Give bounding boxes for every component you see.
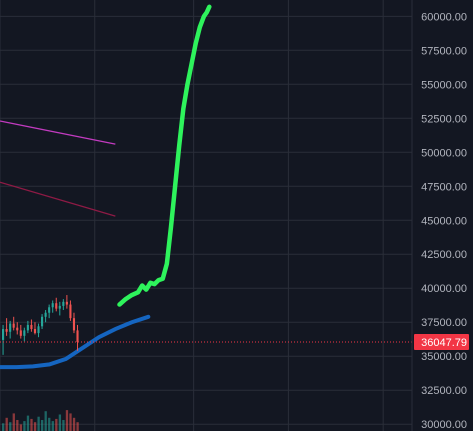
trend-lower-line [0,181,116,217]
candle-body [41,316,44,327]
volume-bar [55,418,58,431]
trend-upper-line [0,120,116,145]
candle-body [19,330,22,336]
y-tick-label: 55000.00 [421,79,467,91]
candle-body [48,307,51,313]
candle-body [16,327,19,331]
y-tick-label: 42500.00 [421,249,467,261]
volume-bar [48,417,51,431]
candle-body [76,330,79,342]
volume-bar [2,423,5,431]
y-tick-label: 32500.00 [421,385,467,397]
volume-bar [37,416,40,431]
candle-body [69,304,72,319]
y-tick-label: 57500.00 [421,45,467,57]
volume-bar [62,420,65,431]
volume-bar [65,410,69,431]
volume-bar [19,424,23,431]
volume-bar [33,422,37,431]
candle-body [55,303,58,309]
trendlines [0,120,116,217]
candle-body [9,323,12,332]
candle-body [30,324,33,330]
candle-body [37,326,40,334]
volume-bar [51,421,54,431]
volume-bar [5,417,8,431]
y-tick-label: 52500.00 [421,113,467,125]
current-price-label: 36047.79 [421,337,467,349]
volume-bar [16,420,19,431]
volume-bar [23,421,26,431]
candle-body [72,318,76,331]
volume-bar [9,422,12,431]
candle-body [62,301,65,306]
candle-body [12,323,15,328]
candle-body [58,305,61,309]
y-tick-label: 30000.00 [421,419,467,431]
volume-bar [30,418,33,431]
candle-body [2,329,5,340]
projection-line-path [117,4,212,307]
candle-body [51,303,54,308]
y-tick-label: 45000.00 [421,215,467,227]
candlesticks [2,295,79,355]
projection-line [117,4,212,307]
volume-bars [2,410,79,431]
volume-bar [76,422,79,431]
volume-bar [58,414,62,431]
y-tick-label: 35000.00 [421,351,467,363]
moving-average-line [0,314,151,370]
volume-bar [26,415,30,431]
y-tick-label: 37500.00 [421,317,467,329]
candle-body [33,329,37,334]
candle-body [26,324,29,331]
current-price-tag [414,333,469,350]
moving-average [0,314,151,370]
candle-body [44,312,47,317]
y-tick-label: 47500.00 [421,181,467,193]
candle-body [5,329,8,332]
y-tick-label: 40000.00 [421,283,467,295]
volume-bar [69,413,72,431]
y-tick-label: 50000.00 [421,147,467,159]
y-tick-label: 60000.00 [421,11,467,23]
candle-body [65,301,68,305]
price-axis-background [412,0,473,431]
volume-bar [12,413,15,431]
price-axis[interactable]: 60000.00 57500.00 55000.00 52500.00 50000.00… [411,0,473,431]
volume-bar [44,411,47,431]
candle-body [23,330,26,336]
volume-bar [72,417,76,431]
volume-bar [41,420,44,431]
